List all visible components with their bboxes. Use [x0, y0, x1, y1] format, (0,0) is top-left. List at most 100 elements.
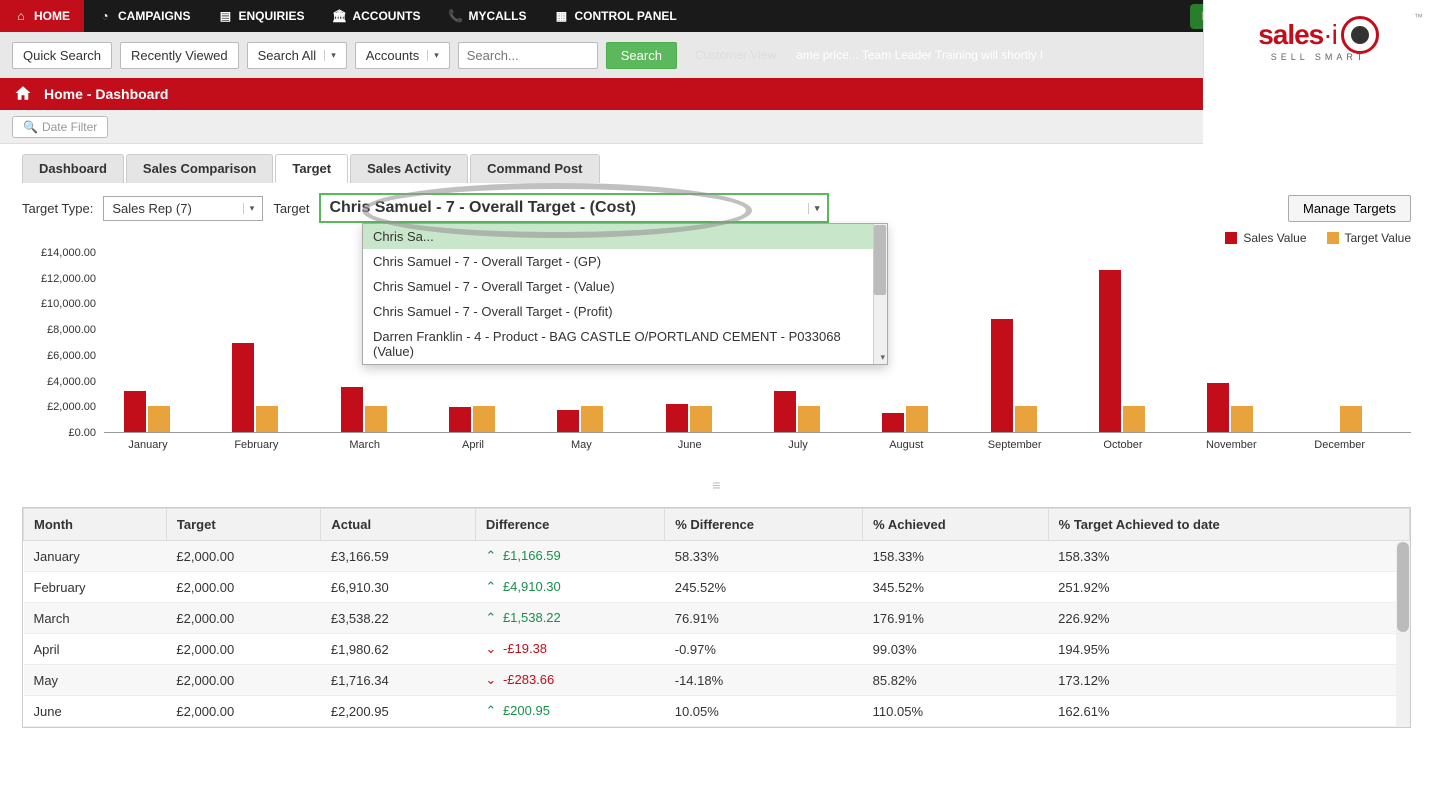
- search-button[interactable]: Search: [606, 42, 677, 69]
- table-header[interactable]: Difference: [475, 509, 664, 541]
- table-header[interactable]: Actual: [321, 509, 475, 541]
- ticker-text: ame price... Team Leader Training will s…: [796, 48, 1043, 62]
- cell-month: April: [24, 634, 167, 665]
- dropdown-option[interactable]: Chris Sa...: [363, 224, 887, 249]
- chart-column: [232, 343, 292, 432]
- nav-home[interactable]: ⌂HOME: [0, 0, 84, 32]
- cell-month: May: [24, 665, 167, 696]
- dropdown-option[interactable]: Chris Samuel - 7 - Overall Target - (Val…: [363, 274, 887, 299]
- cell-pct-ach: 85.82%: [863, 665, 1049, 696]
- sales-bar: [666, 404, 688, 432]
- cell-pct-ach: 176.91%: [863, 603, 1049, 634]
- target-select[interactable]: Chris Samuel - 7 - Overall Target - (Cos…: [319, 193, 829, 223]
- table-header[interactable]: % Target Achieved to date: [1048, 509, 1409, 541]
- logo: ™ sales·i SELL SMART: [1203, 0, 1433, 78]
- nav-accounts[interactable]: 🏛ACCOUNTS: [318, 0, 434, 32]
- table-header[interactable]: % Difference: [665, 509, 863, 541]
- legend-swatch-sales: [1225, 232, 1237, 244]
- accounts-dropdown[interactable]: Accounts: [355, 42, 450, 69]
- search-icon: 🔍: [23, 120, 38, 134]
- nav-icon: 📞: [448, 9, 462, 23]
- tab-target[interactable]: Target: [275, 154, 348, 183]
- tab-sales-comparison[interactable]: Sales Comparison: [126, 154, 273, 183]
- cell-actual: £3,166.59: [321, 541, 475, 572]
- chart-column: [449, 406, 509, 432]
- cell-month: January: [24, 541, 167, 572]
- table-scrollbar[interactable]: [1396, 542, 1410, 727]
- cell-difference: ⌄ -£19.38: [475, 634, 664, 665]
- cell-pct-ach: 345.52%: [863, 572, 1049, 603]
- nav-control-panel[interactable]: ▦CONTROL PANEL: [540, 0, 690, 32]
- quick-search-button[interactable]: Quick Search: [12, 42, 112, 69]
- table-row[interactable]: June£2,000.00£2,200.95⌃ £200.9510.05%110…: [24, 696, 1410, 727]
- dropdown-option[interactable]: Chris Samuel - 7 - Overall Target - (Pro…: [363, 299, 887, 324]
- manage-targets-button[interactable]: Manage Targets: [1288, 195, 1411, 222]
- legend-label-target: Target Value: [1345, 231, 1412, 245]
- cell-actual: £1,716.34: [321, 665, 475, 696]
- toolbar: Quick Search Recently Viewed Search All …: [0, 32, 1203, 78]
- x-axis-label: February: [234, 439, 278, 451]
- tab-dashboard[interactable]: Dashboard: [22, 154, 124, 183]
- date-filter-input[interactable]: 🔍 Date Filter: [12, 116, 108, 138]
- target-type-select[interactable]: Sales Rep (7): [103, 196, 263, 221]
- target-bar: [365, 406, 387, 432]
- nav-mycalls[interactable]: 📞MYCALLS: [434, 0, 540, 32]
- table-header[interactable]: Target: [166, 509, 320, 541]
- cell-pct-td: 173.12%: [1048, 665, 1409, 696]
- cell-difference: ⌃ £4,910.30: [475, 572, 664, 603]
- chart-column: [882, 406, 942, 432]
- target-bar: [690, 406, 712, 432]
- dropdown-scrollbar[interactable]: ▾: [873, 224, 887, 364]
- cell-target: £2,000.00: [166, 634, 320, 665]
- target-bar: [581, 406, 603, 432]
- table-row[interactable]: April£2,000.00£1,980.62⌄ -£19.38-0.97%99…: [24, 634, 1410, 665]
- table-row[interactable]: March£2,000.00£3,538.22⌃ £1,538.2276.91%…: [24, 603, 1410, 634]
- cell-pct-td: 194.95%: [1048, 634, 1409, 665]
- table-row[interactable]: May£2,000.00£1,716.34⌄ -£283.66-14.18%85…: [24, 665, 1410, 696]
- cell-target: £2,000.00: [166, 541, 320, 572]
- home-icon[interactable]: [14, 84, 32, 105]
- sales-bar: [774, 391, 796, 432]
- table-header[interactable]: Month: [24, 509, 167, 541]
- sales-bar: [991, 319, 1013, 432]
- breadcrumb-text: Home - Dashboard: [44, 86, 168, 102]
- x-axis-label: March: [349, 439, 380, 451]
- dropdown-option[interactable]: Darren Franklin - 4 - Product - BAG CAST…: [363, 324, 887, 364]
- splitter-handle[interactable]: ≡: [22, 477, 1411, 493]
- y-axis-label: £14,000.00: [41, 247, 96, 259]
- table-row[interactable]: February£2,000.00£6,910.30⌃ £4,910.30245…: [24, 572, 1410, 603]
- x-axis-label: August: [889, 439, 923, 451]
- chart-column: [124, 391, 184, 432]
- x-axis-label: September: [988, 439, 1042, 451]
- legend-label-sales: Sales Value: [1243, 231, 1306, 245]
- nav-icon: ▤: [218, 9, 232, 23]
- nav-icon: ◔: [98, 9, 112, 23]
- tab-sales-activity[interactable]: Sales Activity: [350, 154, 468, 183]
- cell-difference: ⌃ £1,538.22: [475, 603, 664, 634]
- target-bar: [906, 406, 928, 432]
- cell-difference: ⌃ £1,166.59: [475, 541, 664, 572]
- cell-pct-ach: 110.05%: [863, 696, 1049, 727]
- legend-swatch-target: [1327, 232, 1339, 244]
- target-bar: [256, 406, 278, 432]
- target-dropdown-panel: Chris Sa...Chris Samuel - 7 - Overall Ta…: [362, 223, 888, 365]
- table-header[interactable]: % Achieved: [863, 509, 1049, 541]
- y-axis-label: £4,000.00: [47, 376, 96, 388]
- search-all-dropdown[interactable]: Search All: [247, 42, 347, 69]
- tab-command-post[interactable]: Command Post: [470, 154, 599, 183]
- sales-bar: [1099, 270, 1121, 432]
- sales-bar: [1207, 383, 1229, 432]
- search-input[interactable]: [458, 42, 598, 69]
- cell-pct-td: 251.92%: [1048, 572, 1409, 603]
- cell-pct-td: 158.33%: [1048, 541, 1409, 572]
- recently-viewed-button[interactable]: Recently Viewed: [120, 42, 239, 69]
- nav-campaigns[interactable]: ◔CAMPAIGNS: [84, 0, 204, 32]
- nav-enquiries[interactable]: ▤ENQUIRIES: [204, 0, 318, 32]
- cell-target: £2,000.00: [166, 696, 320, 727]
- target-bar: [1015, 406, 1037, 432]
- table-row[interactable]: January£2,000.00£3,166.59⌃ £1,166.5958.3…: [24, 541, 1410, 572]
- dropdown-option[interactable]: Chris Samuel - 7 - Overall Target - (GP): [363, 249, 887, 274]
- cell-pct-ach: 99.03%: [863, 634, 1049, 665]
- cell-pct-diff: 245.52%: [665, 572, 863, 603]
- cell-month: February: [24, 572, 167, 603]
